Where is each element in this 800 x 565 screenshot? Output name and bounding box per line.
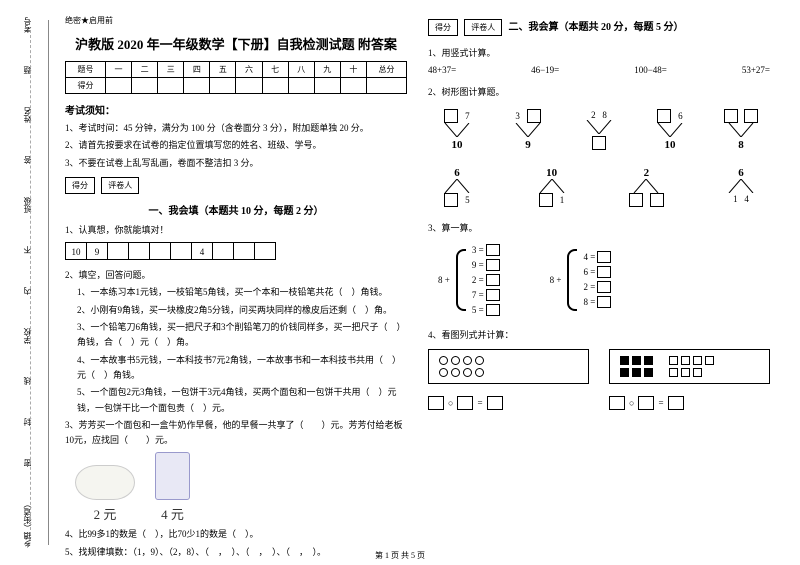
dot-panel-squares xyxy=(609,349,770,384)
bread-item: 2 元 xyxy=(75,465,135,523)
section-1-title: 一、我会填（本题共 10 分，每题 2 分） xyxy=(65,202,407,217)
calc-expr: 48+37= xyxy=(428,65,456,75)
gutter-dashed-line xyxy=(30,30,50,535)
score-badge: 得分 xyxy=(65,177,95,194)
calc-expr: 46−19= xyxy=(531,65,559,75)
tree-row-top: 710 3 9 2 8 610 8 xyxy=(428,109,770,151)
question-item: 3、一个铅笔刀6角钱，买一把尺子和3个削铅笔刀的价钱同样多，买一把尺子（ ）角钱… xyxy=(65,320,407,351)
eq-row: 8 = xyxy=(583,296,611,308)
tree-row-bottom: 6 5 10 1 2 61 4 xyxy=(428,165,770,207)
page-footer: 第 1 页 共 5 页 xyxy=(0,550,800,561)
dot-panels xyxy=(428,349,770,384)
question-2-2: 2、树形图计算题。 xyxy=(428,85,770,100)
tree-diagram: 610 xyxy=(641,109,699,151)
eq-row: 6 = xyxy=(583,266,611,278)
eq-prefix: 8 + xyxy=(438,275,450,285)
circle-row xyxy=(439,368,578,377)
question-1-4: 4、比99多1的数是（ ），比70少1的数是（ ）。 xyxy=(65,527,407,542)
confidential-strip: 绝密★启用前 xyxy=(65,15,407,26)
question-2-4: 4、看图列式并计算： xyxy=(428,328,770,343)
note-item: 2、请首先按要求在试卷的指定位置填写您的姓名、班级、学号。 xyxy=(65,138,407,153)
milk-price: 4 元 xyxy=(155,504,190,523)
tree-diagram: 2 xyxy=(617,165,675,207)
number-cell xyxy=(149,242,171,260)
calc-expr: 100−48= xyxy=(634,65,667,75)
eq-row: 2 = xyxy=(472,274,500,286)
question-1-2: 2、填空，回答问题。 xyxy=(65,268,407,283)
eq-column: 3 = 9 = 2 = 7 = 5 = xyxy=(472,244,500,316)
number-cell xyxy=(128,242,150,260)
eq-row: 4 = xyxy=(583,251,611,263)
square-row xyxy=(620,356,759,365)
grader-badge: 评卷人 xyxy=(101,177,139,194)
number-cell: 9 xyxy=(86,242,108,260)
question-1-3: 3、芳芳买一个面包和一盒牛奶作早餐，他的早餐一共享了（ ）元。芳芳付给老板10元… xyxy=(65,418,407,449)
tree-diagram: 3 9 xyxy=(499,109,557,151)
eq-row: 9 = xyxy=(472,259,500,271)
question-1-1: 1、认真想，你就能填对！ xyxy=(65,223,407,238)
equation-line: ○= xyxy=(428,396,589,410)
square-row xyxy=(620,368,759,377)
number-cell xyxy=(233,242,255,260)
circle-row xyxy=(439,356,578,365)
bread-price: 2 元 xyxy=(75,504,135,523)
eq-row: 2 = xyxy=(583,281,611,293)
gutter-solid-line xyxy=(48,20,49,545)
curly-bracket-icon xyxy=(456,249,466,311)
bracket-equations: 8 + 3 = 9 = 2 = 7 = 5 = 8 + 4 = 6 = 2 = 8 = xyxy=(428,238,770,328)
question-2-1: 1、用竖式计算。 xyxy=(428,46,770,61)
question-item: 2、小刚有9角钱，买一块橡皮2角5分钱，问买两块同样的橡皮后还剩（ ）角。 xyxy=(65,303,407,318)
eq-row: 7 = xyxy=(472,289,500,301)
number-cell xyxy=(107,242,129,260)
number-cell xyxy=(254,242,276,260)
milk-item: 4 元 xyxy=(155,452,190,523)
tree-diagram: 10 1 xyxy=(523,165,581,207)
score-table: 题号 一 二 三 四 五 六 七 八 九 十 总分 得分 xyxy=(65,61,407,94)
tree-diagram: 6 5 xyxy=(428,165,486,207)
tree-diagram: 8 xyxy=(712,109,770,151)
number-cell xyxy=(170,242,192,260)
note-item: 1、考试时间：45 分钟，满分为 100 分（含卷面分 3 分），附加题单独 2… xyxy=(65,121,407,136)
eq-row: 3 = xyxy=(472,244,500,256)
bracket-group-right: 8 + 4 = 6 = 2 = 8 = xyxy=(550,244,612,316)
table-row: 题号 一 二 三 四 五 六 七 八 九 十 总分 xyxy=(66,62,407,78)
eq-column: 4 = 6 = 2 = 8 = xyxy=(583,251,611,308)
section-2-title: 二、我会算（本题共 20 分，每题 5 分） xyxy=(509,22,684,33)
question-item: 1、一本练习本1元钱，一枝铅笔5角钱，买一个本和一枝铅笔共花（ ）角钱。 xyxy=(65,285,407,300)
table-row: 得分 xyxy=(66,78,407,94)
left-column: 绝密★启用前 沪教版 2020 年一年级数学【下册】自我检测试题 附答案 题号 … xyxy=(55,15,418,545)
question-item: 5、一个面包2元3角钱，一包饼干3元4角钱，买两个面包和一包饼干共用（ ）元钱，… xyxy=(65,385,407,416)
milk-icon xyxy=(155,452,190,500)
calc-expr: 53+27= xyxy=(742,65,770,75)
exam-page: 绝密★启用前 沪教版 2020 年一年级数学【下册】自我检测试题 附答案 题号 … xyxy=(0,0,800,545)
curly-bracket-icon xyxy=(567,249,577,311)
note-item: 3、不要在试卷上乱写乱画，卷面不整洁扣 3 分。 xyxy=(65,156,407,171)
product-images: 2 元 4 元 xyxy=(75,452,407,523)
number-cell xyxy=(212,242,234,260)
exam-title: 沪教版 2020 年一年级数学【下册】自我检测试题 附答案 xyxy=(65,34,407,53)
dot-panel-circles xyxy=(428,349,589,384)
tree-diagram: 710 xyxy=(428,109,486,151)
equation-lines: ○= ○= xyxy=(428,390,770,410)
number-box-row: 10 9 4 xyxy=(65,242,407,260)
vertical-calc-row: 48+37= 46−19= 100−48= 53+27= xyxy=(428,65,770,75)
bracket-group-left: 8 + 3 = 9 = 2 = 7 = 5 = xyxy=(438,244,500,316)
eq-row: 5 = xyxy=(472,304,500,316)
bread-icon xyxy=(75,465,135,500)
number-cell: 10 xyxy=(65,242,87,260)
right-column: 得分 评卷人 二、我会算（本题共 20 分，每题 5 分） 1、用竖式计算。 4… xyxy=(418,15,780,545)
question-2-3: 3、算一算。 xyxy=(428,221,770,236)
tree-diagram: 61 4 xyxy=(712,165,770,207)
score-badge: 得分 xyxy=(428,19,458,36)
grader-badge: 评卷人 xyxy=(464,19,502,36)
tree-diagram: 2 8 xyxy=(570,109,628,151)
notes-heading: 考试须知： xyxy=(65,102,407,117)
number-cell: 4 xyxy=(191,242,213,260)
question-item: 4、一本故事书5元钱，一本科技书7元2角钱，一本故事书和一本科技书共用（ ）元（… xyxy=(65,353,407,384)
eq-prefix: 8 + xyxy=(550,275,562,285)
equation-line: ○= xyxy=(609,396,770,410)
